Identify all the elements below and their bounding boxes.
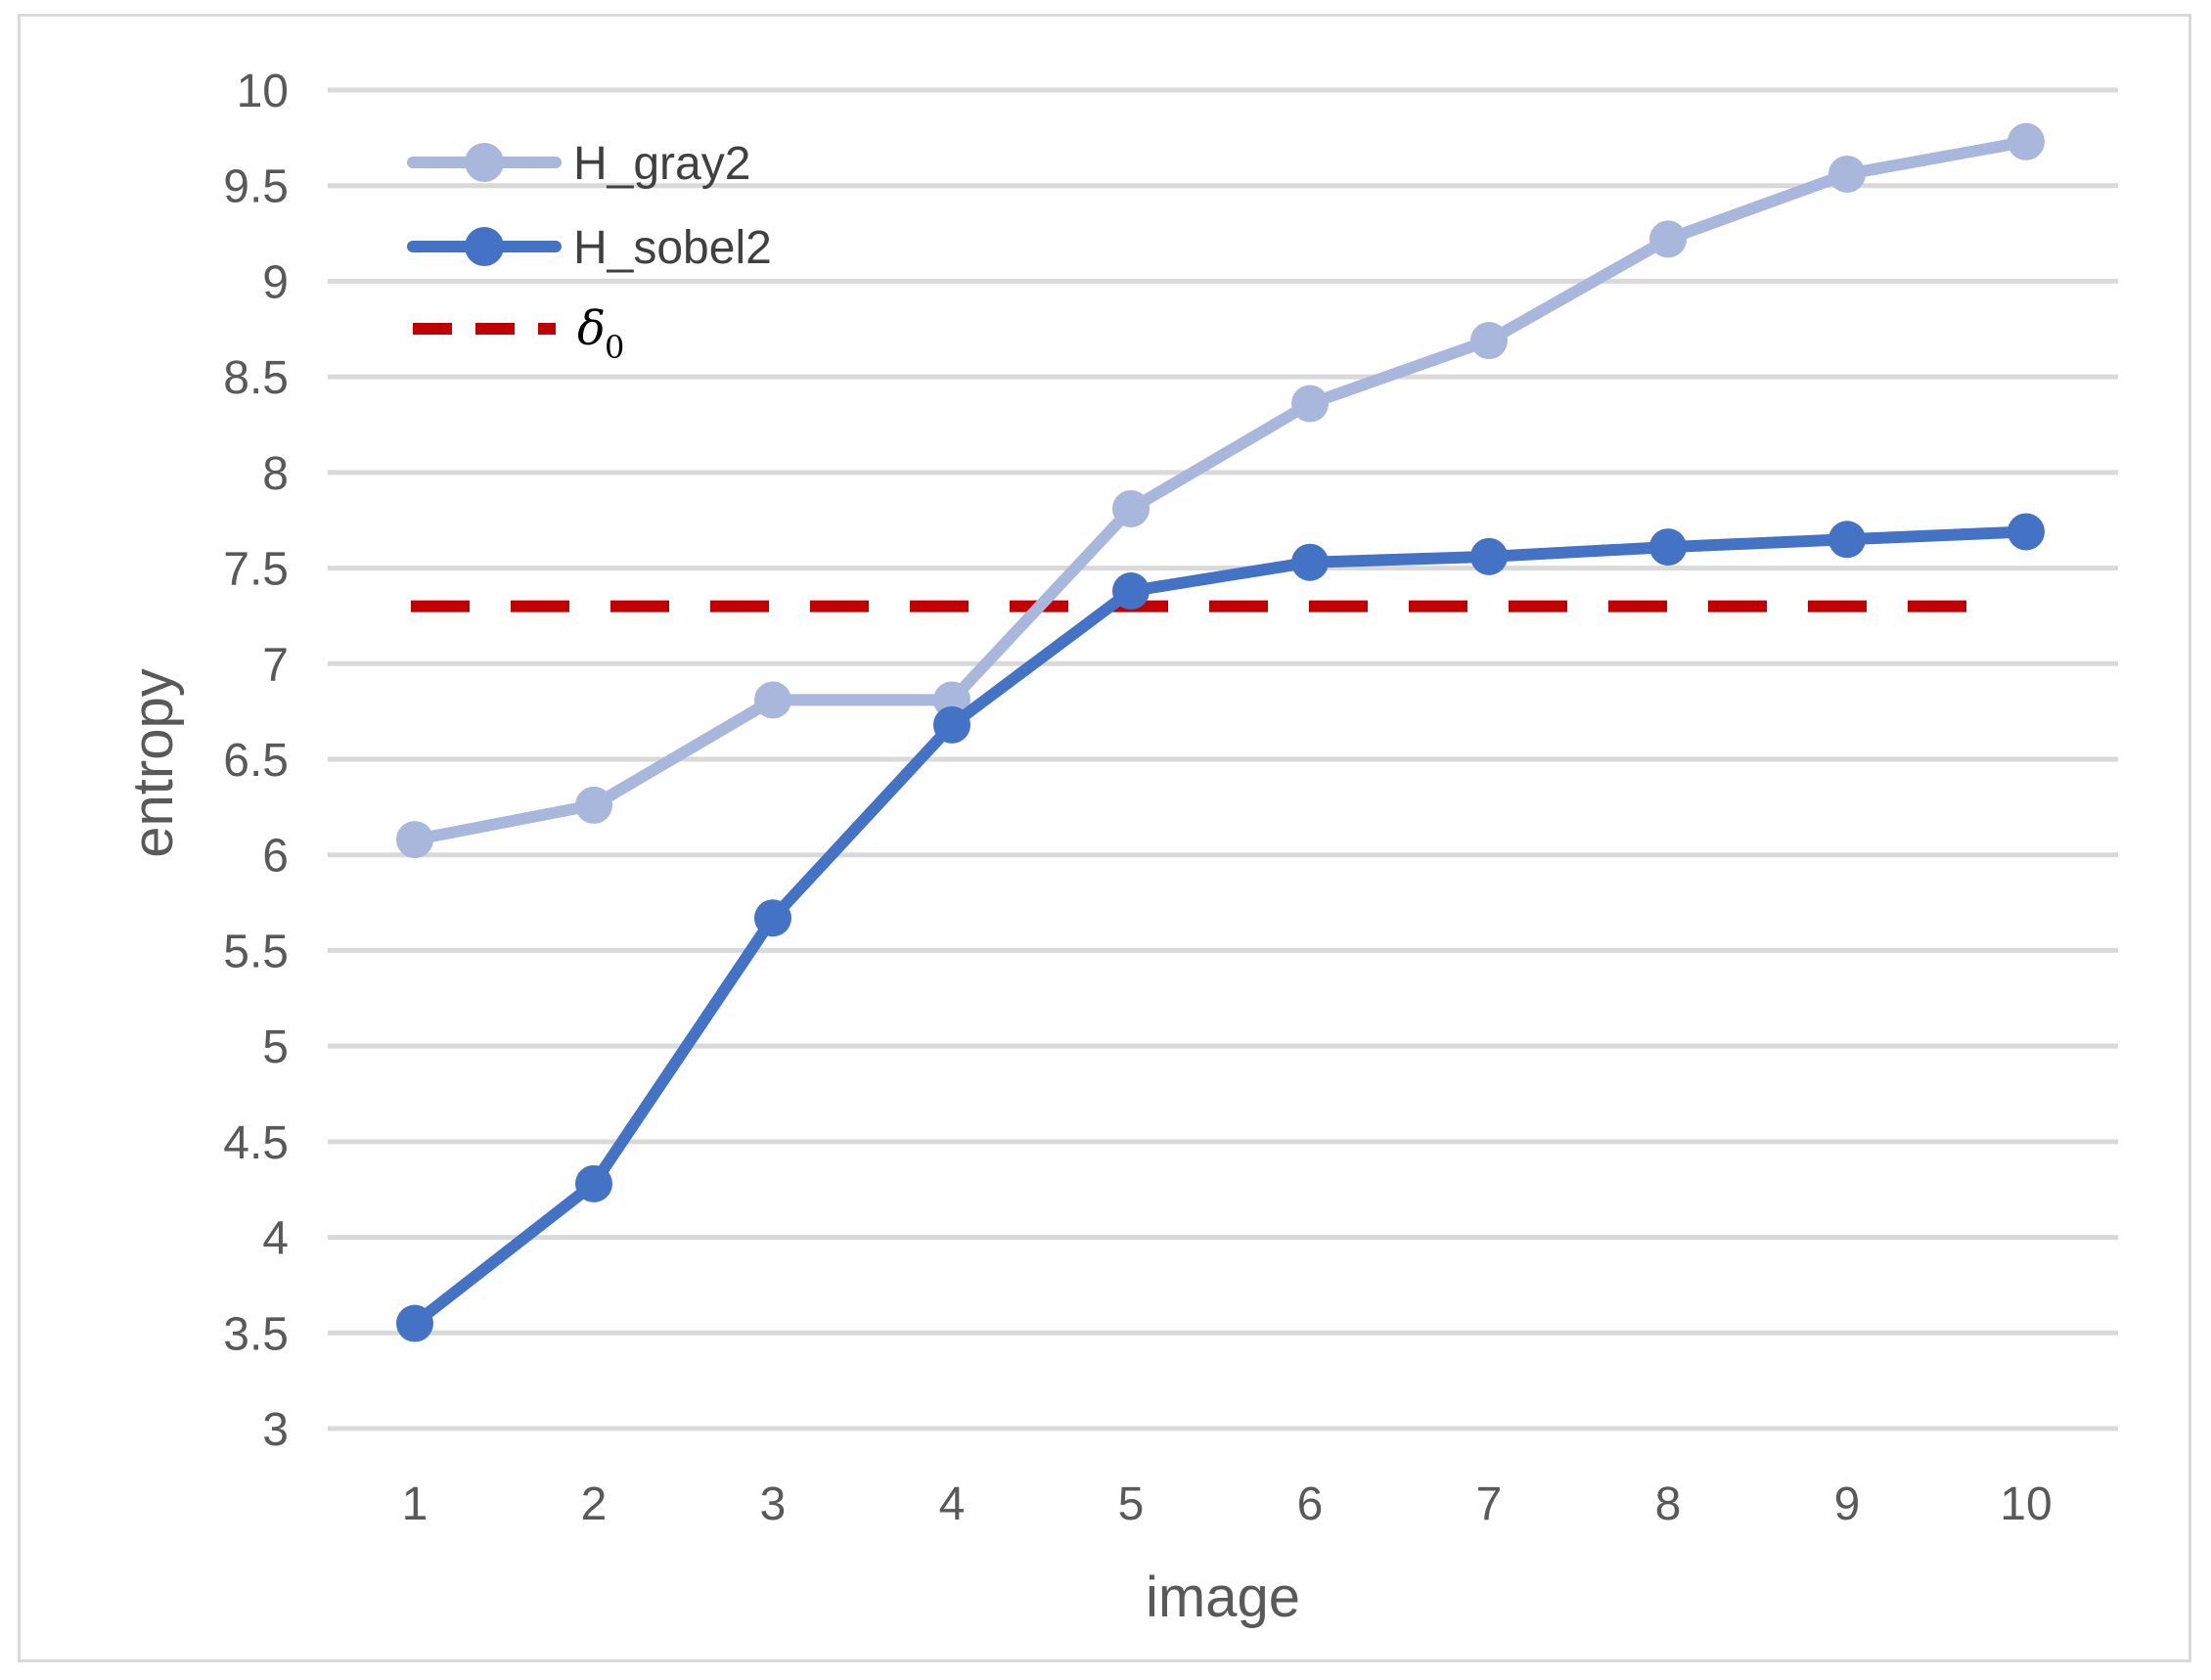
data-point-h-gray2: [396, 821, 433, 859]
data-point-h-sobel2: [1112, 572, 1150, 611]
y-tick-label: 5.5: [223, 926, 289, 977]
y-tick-label: 6: [262, 831, 289, 883]
x-tick-labels: 1 2 3 4 5 6 7 8 9 10: [402, 1478, 2053, 1530]
y-tick-label: 5: [262, 1022, 289, 1073]
x-tick-label: 4: [939, 1478, 966, 1530]
y-axis-title: entropy: [121, 668, 185, 857]
data-point-h-sobel2: [754, 899, 791, 937]
data-point-h-sobel2: [575, 1164, 612, 1203]
y-tick-labels: 3 3.5 4 4.5 5 5.5 6 6.5 7 7.5 8 8.5 9 9.5 10: [223, 66, 289, 1456]
chart-frame: [18, 14, 2191, 1662]
legend-label-delta0: δ: [577, 301, 606, 356]
series-line-h-gray2: [409, 135, 2032, 846]
y-tick-label: 8.5: [223, 352, 289, 404]
x-tick-label: 10: [2000, 1478, 2052, 1530]
x-axis-title: image: [1146, 1566, 1300, 1629]
data-point-h-gray2: [1470, 322, 1508, 360]
data-point-h-gray2: [1649, 220, 1687, 258]
legend-label-h-gray2: H_gray2: [573, 138, 750, 190]
y-tick-label: 4: [262, 1213, 289, 1265]
data-point-h-gray2: [754, 681, 791, 719]
data-point-h-gray2: [1828, 155, 1866, 193]
x-tick-label: 2: [581, 1478, 608, 1530]
y-tick-label: 7: [262, 639, 289, 691]
data-point-h-sobel2: [1291, 543, 1329, 581]
data-point-h-sobel2: [933, 705, 970, 744]
data-point-h-gray2: [575, 786, 612, 824]
y-tick-label: 10: [237, 66, 289, 117]
data-point-h-sobel2: [1649, 528, 1687, 567]
y-tick-label: 3: [262, 1404, 289, 1456]
data-point-h-gray2: [2008, 122, 2045, 160]
x-tick-label: 9: [1834, 1478, 1861, 1530]
x-tick-label: 3: [760, 1478, 787, 1530]
data-point-h-sobel2: [1828, 521, 1866, 559]
legend-label-h-sobel2: H_sobel2: [573, 222, 772, 274]
x-tick-label: 8: [1655, 1478, 1682, 1530]
data-point-h-sobel2: [2008, 513, 2045, 551]
y-tick-label: 6.5: [223, 735, 289, 787]
legend-marker-h-gray2: [465, 143, 504, 182]
gridlines: [328, 87, 2118, 1431]
legend: H_gray2 H_sobel2 δ 0: [407, 138, 772, 366]
y-tick-label: 3.5: [223, 1308, 289, 1360]
legend-label-delta0-subscript: 0: [605, 329, 624, 366]
series-line-h-sobel2: [409, 525, 2032, 1330]
x-tick-label: 7: [1476, 1478, 1503, 1530]
x-tick-label: 1: [402, 1478, 429, 1530]
data-point-h-sobel2: [396, 1304, 433, 1342]
x-tick-label: 6: [1297, 1478, 1324, 1530]
y-tick-label: 7.5: [223, 544, 289, 596]
y-tick-label: 9: [262, 256, 289, 308]
y-tick-label: 9.5: [223, 161, 289, 213]
y-tick-label: 8: [262, 448, 289, 500]
data-point-h-gray2: [1291, 385, 1329, 423]
data-point-h-gray2: [1112, 489, 1150, 527]
x-tick-label: 5: [1118, 1478, 1145, 1530]
data-point-h-sobel2: [1470, 537, 1508, 575]
y-tick-label: 4.5: [223, 1117, 289, 1169]
series-group: [396, 122, 2045, 1342]
legend-marker-h-sobel2: [465, 227, 504, 266]
